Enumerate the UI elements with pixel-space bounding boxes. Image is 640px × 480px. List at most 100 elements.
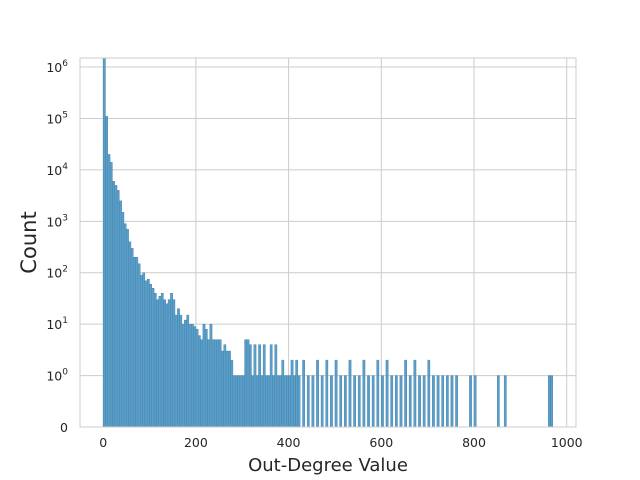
histogram-bar [395,375,398,428]
histogram-bar [109,162,113,428]
y-tick-label: 106 [46,59,68,75]
histogram-bar [119,200,122,428]
histogram-bar [137,263,141,428]
histogram-bar [432,375,435,428]
histogram-bar [469,375,472,428]
histogram-bar [144,280,148,428]
histogram-bars [102,57,553,428]
histogram-bar [297,375,301,428]
histogram-bar [209,323,213,428]
histogram-bar [283,375,287,428]
histogram-bar [371,375,375,428]
histogram-bar [547,375,551,428]
histogram-bar [267,375,271,428]
histogram-bar [274,344,278,428]
histogram-bar [408,375,412,428]
histogram-bar [330,375,333,428]
histogram-bar [436,375,440,428]
x-tick-label: 0 [99,435,107,450]
histogram-bar [200,339,203,428]
histogram-bar [211,339,215,428]
histogram-bar [160,293,164,428]
histogram-bar [232,375,236,428]
x-tick-label: 1000 [551,435,583,450]
histogram-bar [281,359,285,428]
histogram-bar [151,288,155,428]
histogram-bar [167,299,171,428]
histogram-bar [193,326,197,428]
histogram-bar [242,375,245,428]
histogram-bar [260,375,264,428]
histogram-bar [427,359,431,428]
x-axis-label: Out-Degree Value [248,455,408,476]
histogram-bar [390,375,394,428]
x-tick-label: 600 [369,435,393,450]
histogram-bar [153,293,157,428]
histogram-bar [325,359,329,428]
histogram-bar [112,181,115,428]
histogram-bar [147,278,150,428]
histogram-bar [202,323,206,428]
histogram-bar [235,375,238,428]
histogram-bar [422,375,426,428]
histogram-bar [265,375,268,428]
histogram-bar [149,283,153,428]
histogram-bar [181,323,185,428]
histogram-bar [399,375,403,428]
histogram-bar [441,375,445,428]
grid-lines [80,58,576,428]
y-tick-label: 102 [46,265,68,281]
histogram-bar [184,319,187,428]
y-tick-label: 105 [46,110,68,126]
histogram-bar [362,359,366,428]
x-tick-label: 400 [277,435,301,450]
histogram-bar [156,299,159,428]
histogram-bar [244,339,248,428]
histogram-bar [272,375,275,428]
y-tick-label: 0 [60,420,68,435]
histogram-bar [455,375,458,428]
histogram-bar [290,359,294,428]
histogram-bar [198,335,201,428]
histogram-bar [170,293,173,428]
histogram-bar [253,344,257,428]
histogram-bar [316,359,319,428]
histogram-bar [376,359,380,428]
y-tick-labels: 0 100 101 102 103 104 105 106 [46,59,68,435]
histogram-bar [102,57,106,428]
histogram-bar [286,375,289,428]
histogram-bar [216,339,220,428]
histogram-bar [385,359,389,428]
histogram-bar [158,295,162,428]
histogram-bar [188,323,192,428]
y-tick-label: 101 [46,316,68,332]
histogram-bar [348,359,352,428]
histogram-bar [239,375,243,428]
histogram-bar [135,257,139,428]
histogram-bar [258,344,261,428]
histogram-bar [381,375,384,428]
histogram-bar [237,375,241,428]
histogram-bar [353,375,356,428]
histogram-bar [276,375,280,428]
histogram-bar [165,303,169,428]
histogram-bar [179,314,183,428]
x-tick-label: 200 [184,435,208,450]
histogram-bar [218,339,222,428]
histogram-bar [130,248,134,428]
histogram-bar [357,375,361,428]
histogram-bar [214,339,217,428]
histogram-bar [195,328,199,428]
histogram-bar [172,299,176,428]
histogram-bar [404,359,407,428]
histogram-bar [262,344,266,428]
histogram-bar [344,375,347,428]
histogram-bar [413,359,417,428]
histogram-bar [418,375,421,428]
histogram-bar [191,323,194,428]
histogram-bar [311,375,315,428]
histogram-bar [295,359,299,428]
histogram-bar [123,223,127,428]
histogram-bar [121,212,125,428]
